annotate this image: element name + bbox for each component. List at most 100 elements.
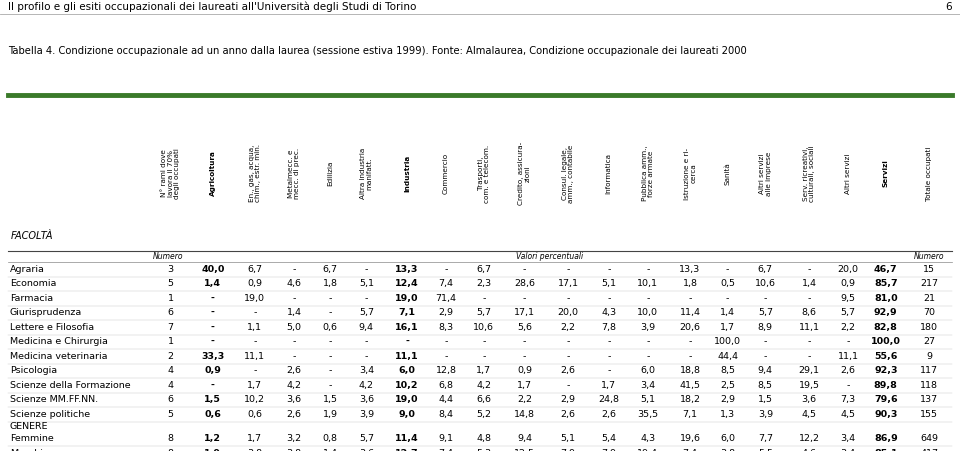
Text: Scienze della Formazione: Scienze della Formazione	[10, 381, 131, 390]
Text: 4: 4	[168, 366, 174, 375]
Text: 4,6: 4,6	[287, 279, 301, 288]
Text: -: -	[293, 265, 296, 274]
Text: 5,3: 5,3	[476, 449, 492, 451]
Text: Numero: Numero	[153, 252, 183, 261]
Text: 2: 2	[168, 352, 174, 361]
Text: Giurisprudenza: Giurisprudenza	[10, 308, 83, 317]
Text: 3,9: 3,9	[640, 323, 656, 332]
Text: 8: 8	[168, 434, 174, 443]
Text: 11,4: 11,4	[680, 308, 701, 317]
Text: 92,9: 92,9	[874, 308, 898, 317]
Text: 8,5: 8,5	[757, 381, 773, 390]
Text: 44,4: 44,4	[717, 352, 738, 361]
Text: 2,6: 2,6	[601, 410, 616, 419]
Text: 7,4: 7,4	[439, 449, 454, 451]
Text: 5,7: 5,7	[841, 308, 855, 317]
Text: Economia: Economia	[10, 279, 57, 288]
Text: 1,7: 1,7	[720, 323, 735, 332]
Text: -: -	[211, 337, 215, 346]
Text: 1,4: 1,4	[204, 279, 221, 288]
Text: 24,8: 24,8	[598, 395, 619, 404]
Text: Psicologia: Psicologia	[10, 366, 58, 375]
Text: 5,4: 5,4	[601, 434, 616, 443]
Text: 1,2: 1,2	[204, 434, 221, 443]
Text: -: -	[365, 352, 368, 361]
Text: 3,6: 3,6	[359, 449, 373, 451]
Text: 18,8: 18,8	[680, 366, 701, 375]
Text: Altra industria
manifatt.: Altra industria manifatt.	[360, 148, 372, 199]
Text: 15: 15	[924, 265, 935, 274]
Text: Il profilo e gli esiti occupazionali dei laureati all'Università degli Studi di : Il profilo e gli esiti occupazionali dei…	[8, 2, 417, 12]
Text: 5,7: 5,7	[359, 434, 373, 443]
Text: -: -	[807, 337, 810, 346]
Text: 10,0: 10,0	[637, 308, 659, 317]
Text: 40,0: 40,0	[201, 265, 225, 274]
Text: 2,6: 2,6	[287, 366, 301, 375]
Text: -: -	[566, 337, 570, 346]
Text: 3,4: 3,4	[841, 449, 855, 451]
Text: -: -	[688, 352, 692, 361]
Text: -: -	[253, 366, 256, 375]
Text: -: -	[328, 352, 332, 361]
Text: 1: 1	[168, 337, 174, 346]
Text: 20,0: 20,0	[838, 265, 858, 274]
Text: 1,4: 1,4	[323, 449, 338, 451]
Text: -: -	[444, 337, 447, 346]
Text: 27: 27	[924, 337, 935, 346]
Text: 12,7: 12,7	[396, 449, 419, 451]
Text: -: -	[211, 381, 215, 390]
Text: 12,4: 12,4	[396, 279, 419, 288]
Text: 0,5: 0,5	[720, 279, 735, 288]
Text: -: -	[482, 294, 486, 303]
Text: 4,2: 4,2	[476, 381, 492, 390]
Text: 2,9: 2,9	[561, 395, 576, 404]
Text: 1,7: 1,7	[248, 381, 262, 390]
Text: GENERE: GENERE	[10, 422, 49, 431]
Text: 3,4: 3,4	[841, 434, 855, 443]
Text: 6: 6	[168, 308, 174, 317]
Text: -: -	[365, 294, 368, 303]
Text: Valori percentuali: Valori percentuali	[516, 252, 584, 261]
Text: 82,8: 82,8	[874, 323, 898, 332]
Text: 9,5: 9,5	[841, 294, 855, 303]
Text: 17,1: 17,1	[514, 308, 535, 317]
Text: 81,0: 81,0	[874, 294, 898, 303]
Text: Trasporti,
com. e telecom.: Trasporti, com. e telecom.	[477, 144, 490, 202]
Text: -: -	[253, 308, 256, 317]
Text: 137: 137	[921, 395, 939, 404]
Text: Servizi: Servizi	[883, 160, 889, 187]
Text: Scienze MM.FF.NN.: Scienze MM.FF.NN.	[10, 395, 98, 404]
Text: 8,4: 8,4	[439, 410, 454, 419]
Text: 7,3: 7,3	[841, 395, 855, 404]
Text: 19,0: 19,0	[396, 395, 419, 404]
Text: Medicina veterinaria: Medicina veterinaria	[10, 352, 108, 361]
Text: 7,9: 7,9	[561, 449, 576, 451]
Text: 10,2: 10,2	[396, 381, 419, 390]
Text: -: -	[566, 265, 570, 274]
Text: 5,7: 5,7	[359, 308, 373, 317]
Text: -: -	[607, 337, 611, 346]
Text: -: -	[211, 308, 215, 317]
Text: 10,1: 10,1	[637, 279, 659, 288]
Text: 4,2: 4,2	[287, 381, 301, 390]
Text: 2,2: 2,2	[561, 323, 576, 332]
Text: -: -	[646, 352, 650, 361]
Text: Industria: Industria	[404, 155, 410, 192]
Text: 4,6: 4,6	[802, 449, 816, 451]
Text: -: -	[444, 265, 447, 274]
Text: 6,0: 6,0	[720, 434, 735, 443]
Text: 10,6: 10,6	[473, 323, 494, 332]
Text: 1,3: 1,3	[720, 410, 735, 419]
Text: -: -	[847, 381, 850, 390]
Text: 0,6: 0,6	[248, 410, 262, 419]
Text: 8,5: 8,5	[720, 366, 735, 375]
Text: 41,5: 41,5	[680, 381, 701, 390]
Text: 16,1: 16,1	[396, 323, 419, 332]
Text: 5,1: 5,1	[359, 279, 373, 288]
Text: 12,2: 12,2	[799, 434, 820, 443]
Text: 4,3: 4,3	[640, 434, 656, 443]
Text: 3,2: 3,2	[286, 434, 301, 443]
Text: 6,0: 6,0	[398, 366, 416, 375]
Text: 1,7: 1,7	[248, 434, 262, 443]
Text: 6,7: 6,7	[757, 265, 773, 274]
